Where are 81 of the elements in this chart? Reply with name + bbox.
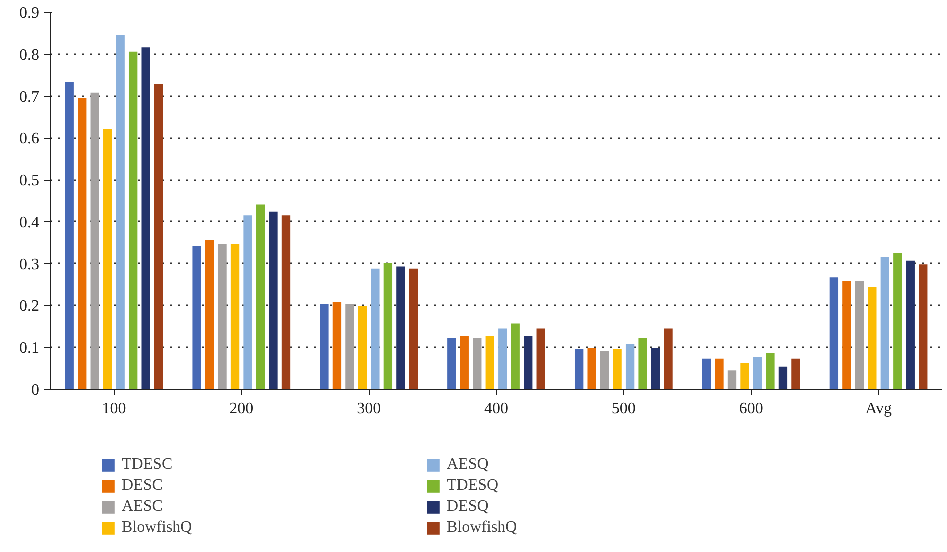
bar <box>524 336 533 390</box>
bar <box>792 358 800 390</box>
legend-label: TDESQ <box>447 477 500 495</box>
bar <box>868 287 877 390</box>
bar <box>90 92 100 390</box>
bar <box>128 52 138 390</box>
legend-label: AESQ <box>447 456 490 474</box>
y-tick-label: 0.6 <box>20 130 40 148</box>
legend-label: BlowfishQ <box>122 519 194 537</box>
bar <box>842 281 852 390</box>
bar <box>192 246 202 390</box>
bar <box>753 357 762 390</box>
bar <box>104 129 112 390</box>
bar <box>919 264 928 390</box>
bar <box>269 212 278 390</box>
bar <box>894 252 902 390</box>
bar <box>396 266 406 390</box>
y-tick-label: 0.9 <box>20 5 40 22</box>
bar <box>142 48 150 390</box>
bar <box>371 268 380 390</box>
bar <box>78 98 87 390</box>
y-tick-label: 0.1 <box>20 340 40 358</box>
legend-label: DESQ <box>447 498 490 516</box>
legend-label: BlowfishQ <box>447 519 518 537</box>
y-tick-label: 0.8 <box>20 46 40 64</box>
bar <box>358 306 368 390</box>
y-tick-label: 0.4 <box>20 214 40 232</box>
bar <box>702 358 712 390</box>
y-tick-label: 0.3 <box>20 256 40 274</box>
bar <box>244 216 252 390</box>
x-tick-label: 300 <box>357 400 382 418</box>
y-tick-label: 0.5 <box>20 172 40 190</box>
y-tick-label: 0.7 <box>20 88 40 106</box>
bar <box>638 338 648 390</box>
bar <box>906 260 915 390</box>
bar <box>511 324 520 390</box>
x-tick-label: 100 <box>102 400 126 418</box>
bar <box>320 304 329 390</box>
bar <box>778 366 788 390</box>
y-tick-label: 0 <box>32 382 40 399</box>
bar <box>205 240 214 390</box>
bar <box>409 268 418 390</box>
bar <box>536 328 546 390</box>
bar <box>728 370 737 390</box>
bar <box>346 304 354 390</box>
y-tick-label: 0.2 <box>20 298 40 316</box>
legend-label: TDESC <box>122 456 174 474</box>
bar <box>218 244 227 390</box>
bar <box>715 358 724 390</box>
x-tick-label: 600 <box>739 400 764 418</box>
x-tick-label: 400 <box>484 400 508 418</box>
bar <box>830 278 839 390</box>
bar <box>613 349 622 390</box>
bar <box>282 216 291 390</box>
x-tick-label: Avg <box>866 400 892 418</box>
bar <box>116 35 125 390</box>
bar <box>588 348 596 390</box>
bar <box>574 349 584 390</box>
bar <box>473 338 482 390</box>
bar <box>332 302 342 390</box>
bar <box>626 344 635 390</box>
bar <box>230 244 240 390</box>
bar <box>855 281 864 390</box>
bar <box>498 328 508 390</box>
bar <box>880 257 890 390</box>
bar <box>740 363 750 390</box>
bar <box>766 353 775 390</box>
bar <box>65 82 74 390</box>
bar <box>384 262 393 390</box>
x-tick-label: 200 <box>230 400 254 418</box>
bar <box>448 338 456 390</box>
bar <box>651 348 660 390</box>
bar <box>154 84 164 390</box>
bar <box>664 328 673 390</box>
legend-label: DESC <box>122 477 164 495</box>
bar <box>486 336 494 390</box>
x-tick-label: 500 <box>612 400 636 418</box>
legend-label: AESC <box>122 498 164 516</box>
bar <box>460 336 469 390</box>
bar <box>600 351 610 390</box>
bar <box>256 204 266 390</box>
